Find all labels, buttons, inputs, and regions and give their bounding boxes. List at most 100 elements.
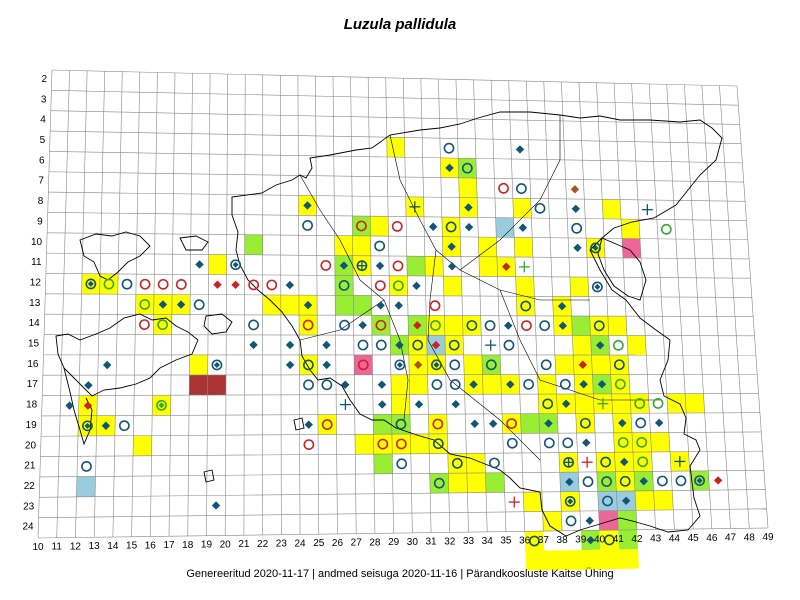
marker-circle xyxy=(565,515,577,527)
map-title: Luzula pallidula xyxy=(343,16,457,33)
grid-cell-yellow xyxy=(355,434,374,455)
marker-diamond xyxy=(447,262,457,271)
marker-circle xyxy=(466,320,478,331)
markers-layer xyxy=(65,142,723,547)
x-axis-label: 16 xyxy=(145,540,157,551)
marker-diamond xyxy=(377,380,387,389)
marker-diamond xyxy=(101,421,111,430)
grid-cell-yellow xyxy=(441,217,461,237)
y-axis-label: 16 xyxy=(27,359,39,370)
marker-circle xyxy=(355,220,367,232)
marker-circle xyxy=(528,535,540,547)
marker-circle xyxy=(303,439,315,451)
grid-line-horizontal xyxy=(39,489,766,498)
grid-line-vertical xyxy=(37,69,53,539)
coastline-layer xyxy=(55,111,723,537)
marker-plus xyxy=(485,339,497,351)
marker-circle xyxy=(175,279,187,290)
marker-diamond xyxy=(394,301,403,310)
y-axis-label: 24 xyxy=(22,522,34,533)
grid-line-vertical xyxy=(508,80,525,532)
grid-cell-yellow xyxy=(133,435,152,456)
x-axis-label: 42 xyxy=(631,534,643,545)
marker-circle-diamond xyxy=(230,259,242,271)
grid-line-vertical xyxy=(280,75,282,535)
marker-circle xyxy=(506,418,518,430)
marker-circle xyxy=(139,278,151,290)
marker-diamond xyxy=(595,341,605,350)
y-axis-label: 13 xyxy=(29,298,41,309)
marker-circle-diamond xyxy=(591,281,603,293)
grid-line-vertical xyxy=(719,85,750,529)
marker-diamond xyxy=(597,380,607,389)
grid-cell-yellow xyxy=(630,393,650,414)
grid-cell-yellow xyxy=(408,335,428,355)
x-axis-label: 10 xyxy=(32,542,44,553)
grid-line-horizontal xyxy=(46,252,750,260)
grid-line-horizontal xyxy=(42,373,758,376)
grid-line-horizontal xyxy=(51,69,738,87)
marker-circle xyxy=(338,279,350,291)
grid-line-horizontal xyxy=(51,90,739,106)
x-axis-label: 26 xyxy=(332,538,344,549)
marker-diamond xyxy=(504,321,513,330)
kihnu-coastline xyxy=(293,417,305,431)
grid-line-vertical xyxy=(578,82,600,531)
grid-line-vertical xyxy=(367,77,376,534)
marker-diamond xyxy=(211,501,221,510)
grid-cell-yellow xyxy=(512,198,532,218)
marker-diamond xyxy=(304,420,313,429)
grid-line-horizontal xyxy=(48,191,746,202)
marker-circle xyxy=(392,280,404,292)
grid-cell-yellow xyxy=(444,335,464,355)
grid-cell-green xyxy=(429,473,449,494)
grid-cell-yellow xyxy=(153,314,172,335)
grid-line-horizontal xyxy=(41,412,760,417)
x-axis-label: 47 xyxy=(725,533,737,544)
marker-circle xyxy=(157,319,169,331)
grid-line-vertical xyxy=(224,74,228,536)
grid-cell-green xyxy=(485,472,505,493)
marker-diamond xyxy=(621,496,631,505)
saaremaa-coastline xyxy=(55,313,199,397)
marker-circle xyxy=(374,280,386,292)
marker-circle xyxy=(449,359,461,371)
marker-circle xyxy=(375,339,387,351)
grid-cell-yellow xyxy=(609,355,629,375)
marker-circle xyxy=(652,398,664,409)
grid-cell-yellow xyxy=(280,295,299,315)
x-axis-label: 30 xyxy=(407,537,419,548)
grid-line-horizontal xyxy=(48,171,744,183)
marker-circle-plus xyxy=(356,260,368,272)
marker-circle xyxy=(118,420,130,432)
grid-cell-yellow xyxy=(352,235,371,256)
marker-circle xyxy=(617,437,629,448)
grid-cell-yellow xyxy=(525,550,545,571)
marker-circle xyxy=(157,278,169,290)
marker-circle xyxy=(485,359,497,371)
x-axis-label: 24 xyxy=(294,538,306,549)
marker-circle xyxy=(534,202,546,214)
grid-cell-green xyxy=(596,471,617,492)
marker-plus xyxy=(518,261,530,273)
marker-circle xyxy=(543,437,555,449)
y-axis-label: 6 xyxy=(39,155,45,166)
marker-circle xyxy=(448,339,460,351)
county-borders xyxy=(299,115,660,461)
grid-cell-yellow xyxy=(514,237,533,258)
marker-circle xyxy=(451,457,463,469)
grid-cell-yellow xyxy=(610,374,630,394)
grid-cell-pink xyxy=(354,354,373,375)
x-axis-label: 43 xyxy=(650,534,662,545)
marker-circle xyxy=(516,183,527,194)
grid-cell-yellow xyxy=(607,316,627,336)
marker-diamond xyxy=(176,300,186,309)
marker-circle xyxy=(484,320,496,331)
marker-circle-diamond xyxy=(82,420,93,432)
grid-cell-yellow xyxy=(627,335,647,355)
marker-circle xyxy=(498,182,509,194)
grid-cell-green xyxy=(373,414,392,435)
marker-diamond xyxy=(341,380,350,389)
grid-line-horizontal xyxy=(42,393,759,396)
x-axis-label: 40 xyxy=(594,534,606,545)
